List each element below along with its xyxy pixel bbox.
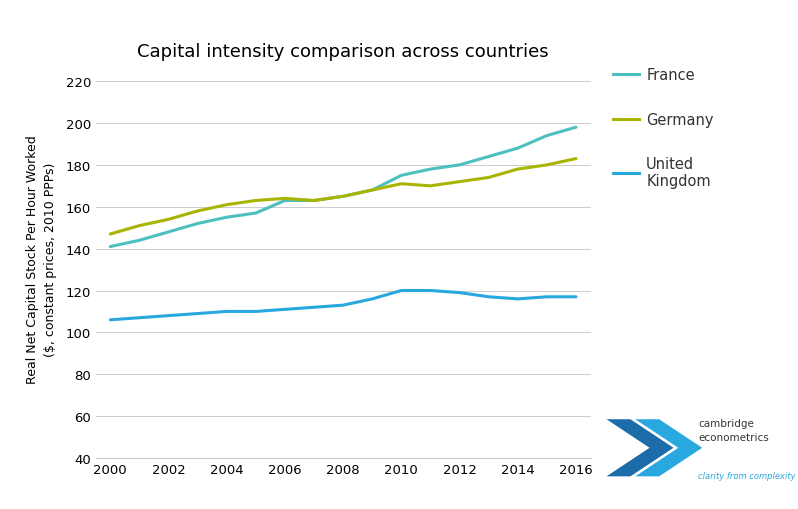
Polygon shape — [606, 419, 674, 476]
Text: cambridge
econometrics: cambridge econometrics — [698, 418, 769, 442]
Polygon shape — [635, 419, 702, 476]
Text: clarity from complexity: clarity from complexity — [698, 471, 796, 480]
Title: Capital intensity comparison across countries: Capital intensity comparison across coun… — [137, 43, 549, 61]
Y-axis label: Real Net Capital Stock Per Hour Worked
($, constant prices, 2010 PPPs): Real Net Capital Stock Per Hour Worked (… — [26, 135, 57, 384]
Legend: France, Germany, United
Kingdom: France, Germany, United Kingdom — [613, 68, 713, 189]
